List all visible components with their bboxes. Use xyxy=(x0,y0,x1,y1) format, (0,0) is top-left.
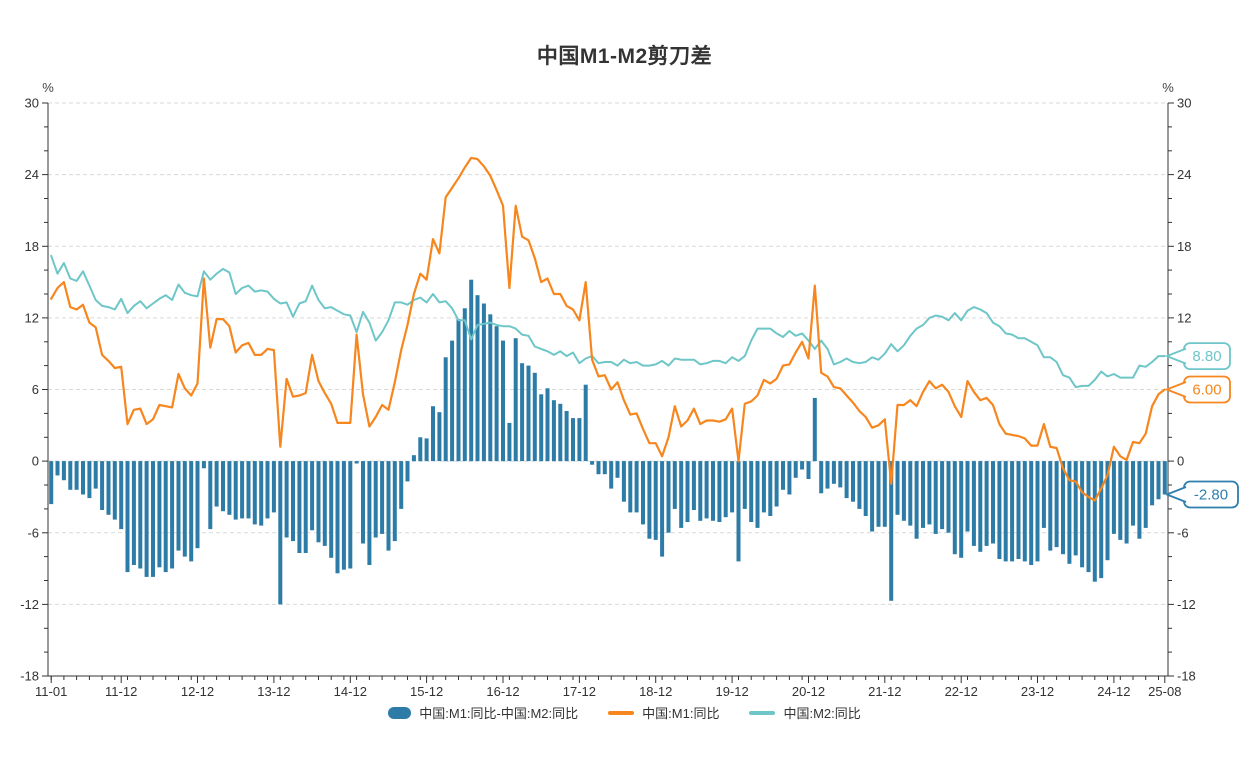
y-tick-label-right: 12 xyxy=(1177,310,1191,325)
end-label-m2: 8.80 xyxy=(1165,342,1231,371)
legend-label-m2: 中国:M2:同比 xyxy=(783,706,861,721)
end-label-m1: 6.00 xyxy=(1165,375,1231,404)
end-label-text-m2: 8.80 xyxy=(1192,348,1221,365)
y-tick-label-right: 30 xyxy=(1177,96,1191,111)
m2-line xyxy=(50,254,1166,389)
gridlines xyxy=(48,102,1168,677)
x-tick-label: 22-12 xyxy=(945,684,978,699)
x-tick-label: 18-12 xyxy=(639,684,672,699)
y-unit-right: % xyxy=(1162,80,1174,95)
x-tick-label: 13-12 xyxy=(257,684,290,699)
y-tick-label-left: 30 xyxy=(25,96,39,111)
y-tick-label-left: 24 xyxy=(25,167,39,182)
y-tick-label-right: 24 xyxy=(1177,167,1191,182)
y-tick-label-right: -18 xyxy=(1177,669,1196,684)
x-tick-label: 25-08 xyxy=(1148,684,1181,699)
m1-line xyxy=(50,156,1166,502)
legend: 中国:M1:同比-中国:M2:同比 中国:M1:同比 中国:M2:同比 xyxy=(0,703,1249,722)
y-unit-left: % xyxy=(42,80,54,95)
end-label-text-m1: 6.00 xyxy=(1192,382,1221,399)
legend-swatch-bar xyxy=(388,706,412,719)
y-tick-label-left: -6 xyxy=(27,525,39,540)
x-tick-label: 17-12 xyxy=(563,684,596,699)
y-tick-label-right: -6 xyxy=(1177,525,1189,540)
y-tick-label-left: -12 xyxy=(20,597,39,612)
x-tick-label: 16-12 xyxy=(486,684,519,699)
end-label-text-diff: -2.80 xyxy=(1194,487,1228,504)
y-tick-label-right: -12 xyxy=(1177,597,1196,612)
x-tick-label: 19-12 xyxy=(715,684,748,699)
legend-swatch-m2-line xyxy=(749,710,776,715)
x-tick-label: 21-12 xyxy=(868,684,901,699)
legend-item-m1: 中国:M1:同比 xyxy=(608,703,719,722)
y-tick-label-right: 18 xyxy=(1177,239,1191,254)
x-tick-label: 11-01 xyxy=(35,684,67,699)
legend-label-diff: 中国:M1:同比-中国:M2:同比 xyxy=(419,706,579,721)
legend-item-m2: 中国:M2:同比 xyxy=(749,703,861,722)
x-tick-label: 14-12 xyxy=(334,684,367,699)
x-tick-label: 24-12 xyxy=(1097,684,1130,699)
y-tick-label-left: 0 xyxy=(32,454,39,469)
bars-m1-minus-m2 xyxy=(49,279,1167,605)
chart-title: 中国M1-M2剪刀差 xyxy=(536,45,713,68)
x-tick-label: 15-12 xyxy=(410,684,443,699)
axes xyxy=(42,102,1174,683)
x-tick-label: 23-12 xyxy=(1021,684,1054,699)
y-tick-label-left: 18 xyxy=(25,239,39,254)
y-tick-label-left: -18 xyxy=(20,669,39,684)
legend-swatch-m1-line xyxy=(608,710,635,715)
x-tick-label: 11-12 xyxy=(105,684,137,699)
y-tick-label-left: 6 xyxy=(32,382,39,397)
legend-item-diff: 中国:M1:同比-中国:M2:同比 xyxy=(388,703,578,722)
legend-label-m1: 中国:M1:同比 xyxy=(642,706,720,721)
x-tick-label: 20-12 xyxy=(792,684,825,699)
y-tick-label-right: 0 xyxy=(1177,454,1184,469)
axis-labels: 30302424181812126600-6-6-12-12-18-1811-0… xyxy=(20,80,1196,699)
end-label-diff: -2.80 xyxy=(1165,480,1239,509)
x-tick-label: 12-12 xyxy=(181,684,214,699)
y-tick-label-left: 12 xyxy=(25,310,39,325)
